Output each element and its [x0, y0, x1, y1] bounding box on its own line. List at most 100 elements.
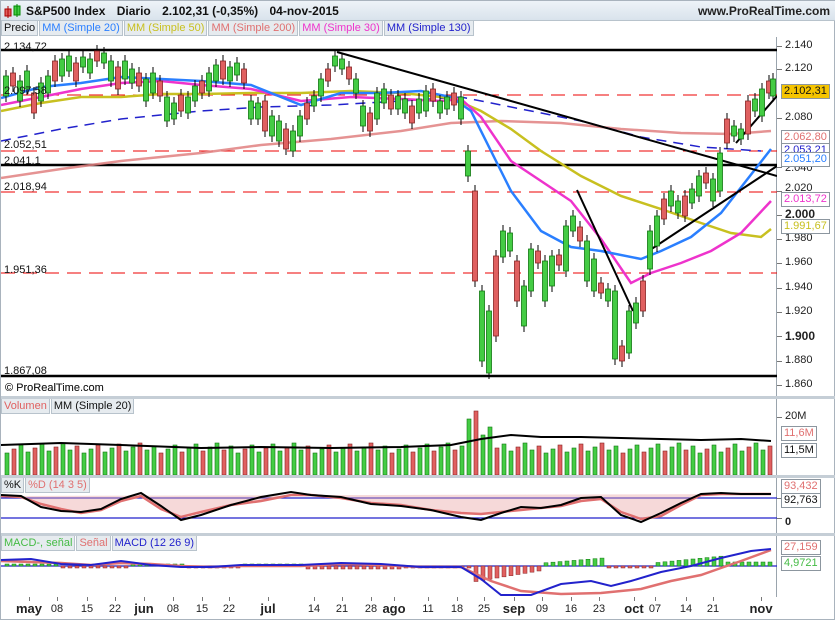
x-axis-label: ago	[382, 601, 406, 616]
signal-value-box: 27,159	[781, 540, 821, 555]
legend-volume[interactable]: Volumen	[1, 399, 50, 414]
panel-separator[interactable]	[1, 533, 835, 536]
axis-tick: 2.020	[785, 182, 813, 194]
x-tick	[202, 597, 203, 601]
price-panel[interactable]: © ProRealTime.com	[1, 37, 777, 396]
legend-precio[interactable]: Precio	[1, 21, 39, 36]
x-tick	[514, 597, 515, 601]
chart-date: 04-nov-2015	[269, 3, 339, 18]
x-tick	[599, 597, 600, 601]
axis-tick: 2.120	[785, 62, 813, 74]
macd-chart-svg	[1, 548, 777, 596]
copyright: © ProRealTime.com	[5, 382, 104, 394]
x-axis-label: 15	[195, 603, 209, 615]
macd-panel[interactable]	[1, 536, 777, 597]
volume-legend: Volumen MM (Simple 20)	[1, 399, 135, 414]
x-tick	[634, 597, 635, 601]
title-bar: S&P500 Index Diario 2.102,31 (-0,35%) 04…	[1, 1, 835, 21]
volume-panel[interactable]	[1, 399, 777, 475]
legend-sma130[interactable]: MM (Simple 130)	[383, 21, 474, 36]
x-tick	[173, 597, 174, 601]
legend-macd-hist[interactable]: MACD-, señal	[1, 536, 76, 551]
k-value-box: 92,763	[781, 493, 821, 508]
time-axis[interactable]: may 08 15 22 jun 08 15 22 jul 14 21 28 ago 11 18 25 sep 0…	[1, 597, 777, 620]
x-axis-label: jul	[260, 601, 276, 616]
x-axis-label: 28	[364, 603, 378, 615]
x-tick	[29, 597, 30, 601]
x-axis-label: 14	[307, 603, 321, 615]
x-tick	[761, 597, 762, 601]
site-link[interactable]: www.ProRealTime.com	[697, 4, 830, 18]
candles	[3, 45, 776, 379]
volume-ma-value-box: 11,5M	[781, 443, 817, 458]
legend-d[interactable]: %D (14 3 5)	[25, 478, 90, 493]
x-axis-label: oct	[624, 601, 644, 616]
sma30-value-box: 2.013,72	[781, 192, 830, 207]
x-tick	[371, 597, 372, 601]
level-label: 2.052,51	[4, 139, 47, 151]
axis-tick: 1.880	[785, 354, 813, 366]
price-chart-svg	[1, 45, 777, 379]
x-axis-label: 11	[422, 603, 434, 615]
x-axis-label: 14	[679, 603, 693, 615]
price-change: 2.102,31 (-0,35%)	[162, 3, 259, 18]
legend-k[interactable]: %K	[1, 478, 25, 493]
last-price-box: 2.102,31	[781, 84, 830, 99]
x-tick	[457, 597, 458, 601]
x-axis-label: 25	[477, 603, 491, 615]
price-axis[interactable]: 2.140 2.120 2.080 2.040 2.020 2.000 1.98…	[777, 1, 835, 396]
level-label: 2.097,58	[4, 85, 47, 97]
x-axis-label: jun	[134, 601, 154, 616]
legend-volume-ma[interactable]: MM (Simple 20)	[50, 399, 135, 414]
x-axis-label: 21	[335, 603, 349, 615]
axis-tick: 1.900	[785, 329, 816, 343]
volume-chart-svg	[1, 410, 773, 475]
x-tick	[428, 597, 429, 601]
x-axis-label: sep	[502, 601, 526, 616]
axis-tick: 2.080	[785, 111, 813, 123]
x-tick	[571, 597, 572, 601]
d-value-box: 93,432	[781, 479, 821, 494]
axis-tick: 2.140	[785, 39, 813, 51]
x-tick	[484, 597, 485, 601]
level-label: 2.041,1	[4, 155, 41, 167]
level-label: 1.867,08	[4, 365, 47, 377]
x-tick	[542, 597, 543, 601]
legend-sma50[interactable]: MM (Simple 50)	[123, 21, 208, 36]
x-tick	[144, 597, 145, 601]
legend-sma20[interactable]: MM (Simple 20)	[39, 21, 123, 36]
x-tick	[314, 597, 315, 601]
x-axis-label: 09	[535, 603, 549, 615]
x-axis-label: 18	[450, 603, 464, 615]
stochastic-chart-svg	[1, 490, 777, 524]
x-axis-label: nov	[749, 601, 773, 616]
x-axis-label: 16	[564, 603, 578, 615]
legend-sma200[interactable]: MM (Simple 200)	[208, 21, 299, 36]
x-tick	[57, 597, 58, 601]
x-axis-label: 21	[706, 603, 720, 615]
axis-tick: 20M	[785, 410, 807, 422]
x-tick	[229, 597, 230, 601]
legend-signal[interactable]: Señal	[76, 536, 111, 551]
panel-separator[interactable]	[1, 396, 835, 399]
volume-value-box: 11,6M	[781, 426, 817, 441]
sma200-value-box: 2.062,80	[781, 130, 830, 145]
hist-value-box: 4,9721	[781, 556, 821, 571]
stochastic-panel[interactable]	[1, 478, 777, 533]
macd-legend: MACD-, señal Señal MACD (12 26 9)	[1, 536, 198, 551]
legend-sma30[interactable]: MM (Simple 30)	[299, 21, 383, 36]
stoch-legend: %K %D (14 3 5)	[1, 478, 91, 493]
sma50-value-box: 1.991,67	[781, 219, 830, 234]
volume-axis[interactable]: 20M 11,6M 11,5M	[777, 399, 835, 475]
x-tick	[342, 597, 343, 601]
candlestick-logo-icon	[4, 3, 22, 18]
x-tick	[115, 597, 116, 601]
period-label: Diario	[116, 3, 151, 18]
stoch-axis[interactable]: 0 93,432 92,763	[777, 478, 835, 533]
level-label: 1.951,36	[4, 264, 47, 276]
panel-separator[interactable]	[1, 475, 835, 478]
legend-macd[interactable]: MACD (12 26 9)	[111, 536, 198, 551]
x-axis-label: may	[15, 601, 43, 616]
copyright-text: © ProRealTime.com	[5, 382, 104, 394]
macd-axis[interactable]: 27,159 4,9721	[777, 536, 835, 597]
